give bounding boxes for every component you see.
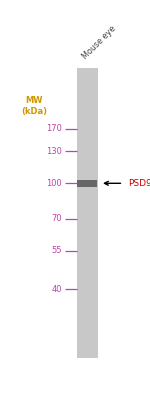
Text: 100: 100 — [46, 179, 62, 188]
Text: 40: 40 — [51, 285, 62, 294]
Bar — [77, 68, 98, 358]
Text: 55: 55 — [51, 246, 62, 255]
Text: Mouse eye: Mouse eye — [81, 24, 118, 61]
Text: 170: 170 — [46, 124, 62, 133]
Text: PSD95: PSD95 — [128, 179, 150, 188]
Text: 130: 130 — [46, 147, 62, 156]
Text: MW
(kDa): MW (kDa) — [21, 96, 47, 116]
Text: 70: 70 — [51, 214, 62, 223]
Bar — [77, 180, 97, 187]
